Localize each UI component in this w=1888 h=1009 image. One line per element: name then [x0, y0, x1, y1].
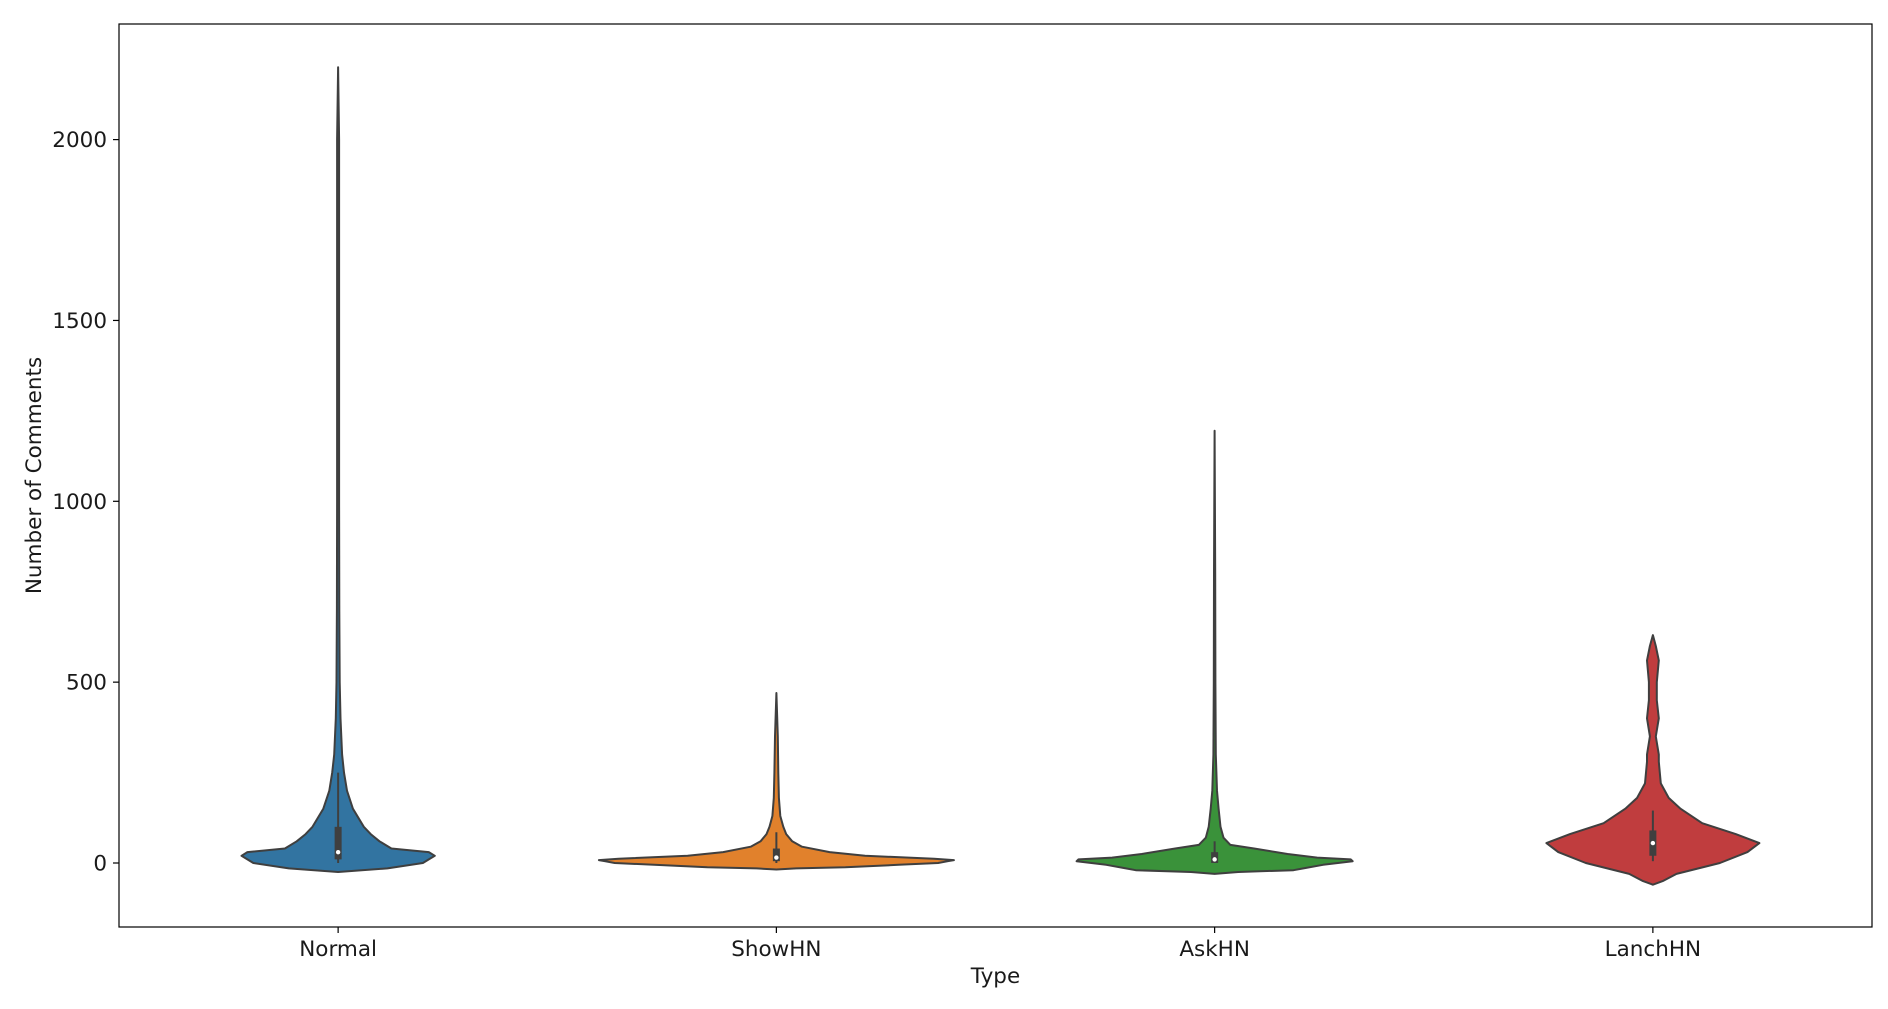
y-tick-label: 0 [93, 852, 107, 877]
x-tick-label-showhn: ShowHN [731, 937, 821, 962]
y-ticks: 0 500 1000 1500 2000 [52, 128, 119, 877]
x-tick-label-askhn: AskHN [1179, 937, 1250, 962]
violin-body [1545, 634, 1761, 886]
violin-median-dot [774, 855, 779, 860]
violin-askhn [1075, 429, 1354, 875]
y-axis-title: Number of Comments [22, 357, 47, 594]
plot-frame [118, 23, 1873, 928]
violin-normal [240, 66, 436, 873]
violin-iqr-box [772, 848, 780, 862]
violin-body [240, 66, 436, 873]
violin-iqr-box [334, 826, 342, 860]
x-tick-label-normal: Normal [299, 937, 377, 962]
x-ticks: Normal ShowHN AskHN LanchHN [299, 927, 1701, 962]
y-tick-label: 1000 [52, 490, 107, 515]
violin-body [597, 692, 955, 871]
y-tick-label: 2000 [52, 128, 107, 153]
violin-median-dot [1212, 857, 1217, 862]
violin-showhn [597, 692, 955, 871]
y-tick-label: 1500 [52, 309, 107, 334]
y-tick-label: 500 [66, 671, 107, 696]
x-tick-label-lanchhn: LanchHN [1605, 937, 1701, 962]
x-axis-title: Type [970, 964, 1020, 989]
violin-median-dot [335, 849, 341, 855]
violins-layer [240, 66, 1761, 886]
violin-body [1075, 429, 1354, 875]
violin-lanchhn [1545, 634, 1761, 886]
violin-median-dot [1650, 840, 1656, 846]
